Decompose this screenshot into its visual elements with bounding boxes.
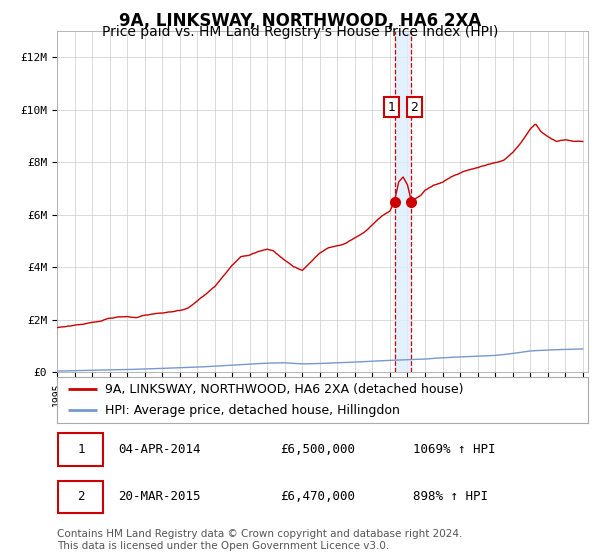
- Text: 2: 2: [77, 491, 85, 503]
- Text: HPI: Average price, detached house, Hillingdon: HPI: Average price, detached house, Hill…: [105, 404, 400, 417]
- Text: £6,500,000: £6,500,000: [280, 443, 355, 456]
- Bar: [395, 31, 412, 372]
- Text: 9A, LINKSWAY, NORTHWOOD, HA6 2XA (detached house): 9A, LINKSWAY, NORTHWOOD, HA6 2XA (detach…: [105, 383, 463, 396]
- Text: 2: 2: [410, 100, 418, 114]
- Text: 898% ↑ HPI: 898% ↑ HPI: [413, 491, 488, 503]
- Text: 20-MAR-2015: 20-MAR-2015: [118, 491, 200, 503]
- Text: 1: 1: [388, 100, 395, 114]
- Text: 1069% ↑ HPI: 1069% ↑ HPI: [413, 443, 495, 456]
- Text: 9A, LINKSWAY, NORTHWOOD, HA6 2XA: 9A, LINKSWAY, NORTHWOOD, HA6 2XA: [119, 12, 481, 30]
- Text: Price paid vs. HM Land Registry's House Price Index (HPI): Price paid vs. HM Land Registry's House …: [102, 25, 498, 39]
- Text: 1: 1: [77, 443, 85, 456]
- Text: Contains HM Land Registry data © Crown copyright and database right 2024.
This d: Contains HM Land Registry data © Crown c…: [57, 529, 463, 551]
- FancyBboxPatch shape: [58, 481, 103, 514]
- FancyBboxPatch shape: [58, 433, 103, 466]
- Text: £6,470,000: £6,470,000: [280, 491, 355, 503]
- Text: 04-APR-2014: 04-APR-2014: [118, 443, 200, 456]
